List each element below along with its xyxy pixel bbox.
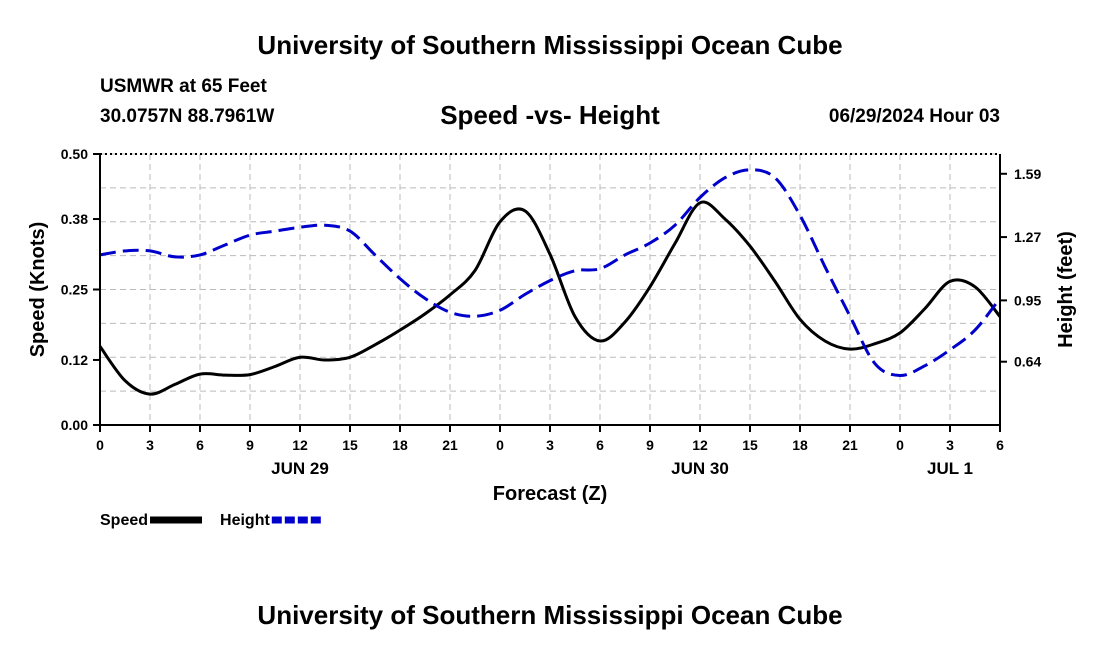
height-series-line [99, 168, 1002, 377]
station-name: USMWR at 65 Feet [100, 76, 267, 97]
y2-axis-label: Height (feet) [1055, 231, 1077, 348]
x-tick-label: 15 [342, 437, 358, 453]
x-tick-label: 15 [742, 437, 758, 453]
chart-main-title: University of Southern Mississippi Ocean… [257, 30, 843, 60]
x-tick-label: 0 [96, 437, 104, 453]
y-tick-label: 0.38 [61, 211, 88, 227]
grid-layer [100, 153, 1000, 425]
x-tick-label: 18 [792, 437, 808, 453]
date-label: JUN 29 [271, 459, 329, 478]
x-tick-label: 21 [842, 437, 858, 453]
date-label: JUN 30 [671, 459, 729, 478]
x-tick-label: 0 [496, 437, 504, 453]
y2-tick-label: 0.64 [1014, 354, 1041, 370]
x-tick-label: 6 [996, 437, 1004, 453]
forecast-datetime: 06/29/2024 Hour 03 [828, 106, 1000, 127]
legend-label: Height [220, 512, 270, 529]
axes-layer [93, 153, 1007, 432]
date-label: JUL 1 [927, 459, 973, 478]
x-tick-label: 3 [546, 437, 554, 453]
footer-title: University of Southern Mississippi Ocean… [257, 600, 843, 630]
y-tick-label: 0.12 [61, 352, 88, 368]
x-tick-label: 21 [442, 437, 458, 453]
y-tick-label: 0.50 [61, 146, 88, 162]
station-coordinates: 30.0757N 88.7961W [100, 106, 275, 127]
x-tick-label: 12 [692, 437, 708, 453]
x-tick-label: 18 [392, 437, 408, 453]
y2-tick-label: 1.27 [1014, 229, 1041, 245]
speed-series-line [98, 200, 1002, 396]
series-layer [98, 168, 1002, 396]
x-tick-label: 6 [596, 437, 604, 453]
x-tick-label: 9 [646, 437, 654, 453]
x-axis-label: Forecast (Z) [493, 483, 607, 505]
y-axis-label: Speed (Knots) [27, 222, 49, 358]
x-tick-label: 6 [196, 437, 204, 453]
x-tick-label: 3 [146, 437, 154, 453]
y2-tick-label: 1.59 [1014, 166, 1041, 182]
y-tick-label: 0.25 [61, 282, 88, 298]
chart-subtitle: Speed -vs- Height [440, 100, 660, 130]
label-layer: 0 3 6 9 12 15 18 21 0 3 6 9 12 15 18 21 0 3 6 0.00 0.12 0.25 0… [27, 146, 1077, 529]
x-tick-label: 12 [292, 437, 308, 453]
x-tick-label: 9 [246, 437, 254, 453]
x-tick-label: 0 [896, 437, 904, 453]
y-tick-label: 0.00 [61, 417, 88, 433]
x-tick-label: 3 [946, 437, 954, 453]
legend-label: Speed [100, 512, 148, 529]
y2-tick-label: 0.95 [1014, 292, 1041, 308]
